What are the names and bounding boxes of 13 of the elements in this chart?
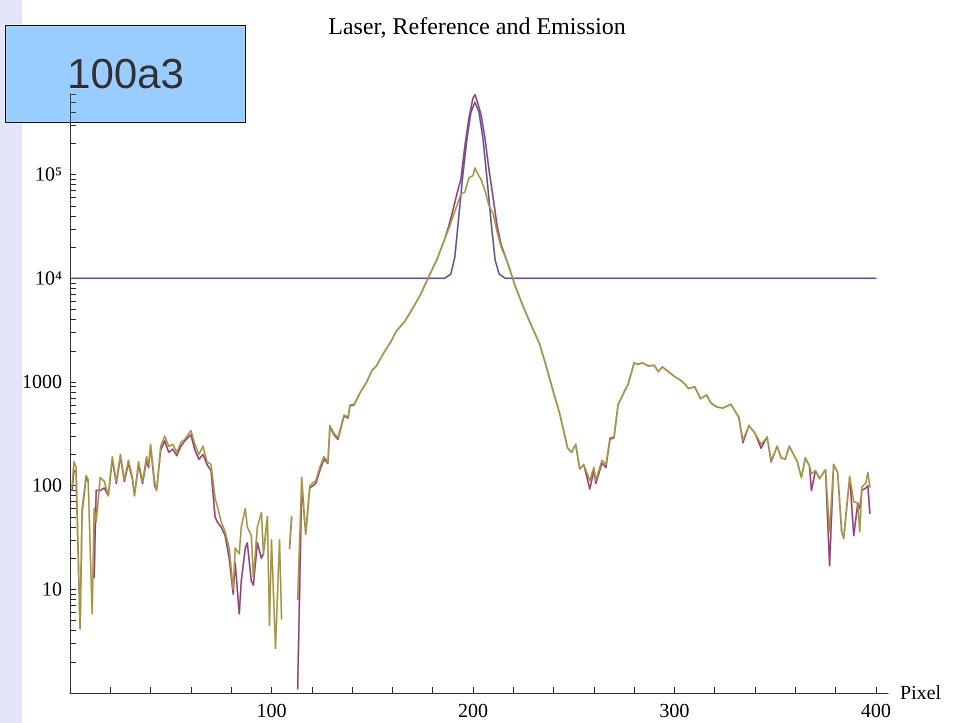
- annotation: 100a3: [67, 50, 184, 97]
- x-axis-title: Pixel: [900, 682, 942, 704]
- y-tick-label: 10⁵: [35, 164, 62, 186]
- y-tick-label: 100: [32, 474, 62, 497]
- chart-title: Laser, Reference and Emission: [328, 14, 626, 40]
- y-tick-label: 10: [42, 578, 62, 600]
- x-tick-label: 400: [860, 700, 891, 722]
- y-tick-label: 10⁴: [35, 267, 62, 290]
- x-tick-label: 200: [458, 700, 488, 722]
- line-series: [71, 101, 877, 280]
- y-tick-label: 1000: [22, 371, 62, 393]
- x-tick-label: 100: [256, 700, 286, 722]
- x-tick-label: 300: [659, 700, 690, 722]
